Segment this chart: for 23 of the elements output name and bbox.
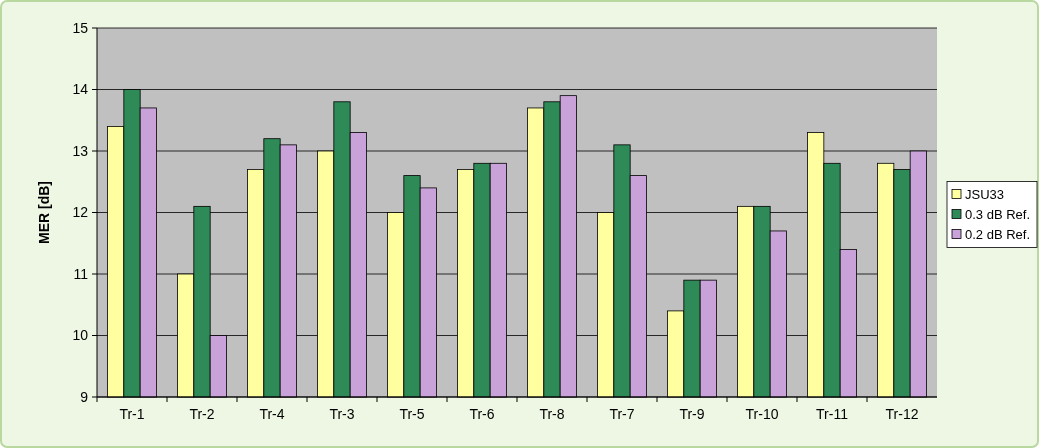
y-tick-label: 15	[72, 19, 89, 36]
x-tick-label: Tr-9	[679, 406, 705, 422]
x-tick-label: Tr-11	[816, 406, 849, 422]
x-tick-label: Tr-12	[885, 406, 919, 422]
x-tick-label: Tr-4	[259, 406, 285, 422]
x-tick-label: Tr-3	[329, 406, 355, 422]
y-tick-label: 13	[72, 142, 89, 159]
y-tick-label: 14	[72, 81, 89, 98]
x-tick-label: Tr-7	[609, 406, 635, 422]
legend-label: 0.2 dB Ref.	[965, 227, 1031, 243]
y-tick-label: 11	[73, 265, 89, 282]
x-tick-label: Tr-1	[119, 406, 145, 422]
y-tick-label: 9	[80, 388, 89, 405]
x-tick-label: Tr-2	[189, 406, 215, 422]
legend-label: JSU33	[965, 187, 1005, 203]
x-tick-label: Tr-6	[469, 406, 495, 422]
x-tick-label: Tr-5	[399, 406, 425, 422]
y-axis-title: MER [dB]	[36, 181, 52, 244]
y-tick-label: 10	[72, 327, 89, 344]
x-tick-label: Tr-10	[745, 406, 779, 422]
legend-label: 0.3 dB Ref.	[965, 207, 1031, 223]
y-tick-label: 12	[72, 204, 89, 221]
x-tick-label: Tr-8	[539, 406, 565, 422]
